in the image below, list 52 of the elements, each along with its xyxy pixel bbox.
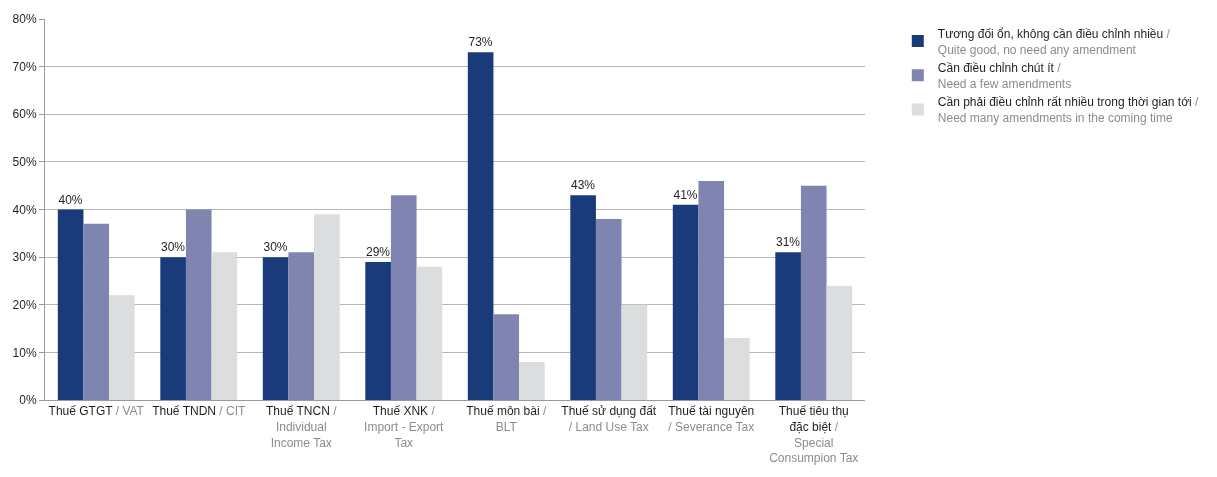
bar xyxy=(570,195,596,400)
bar xyxy=(621,304,648,400)
bar xyxy=(775,252,801,400)
bar xyxy=(390,195,417,400)
text: Tương đối ổn, không cần điều chỉnh nhiều / Quite good, no need any amendment xyxy=(937,26,1170,57)
bar xyxy=(211,252,238,400)
bar xyxy=(493,314,520,400)
bar xyxy=(698,180,725,400)
bar xyxy=(83,223,110,400)
bar xyxy=(519,361,545,400)
bar xyxy=(826,285,853,400)
bar xyxy=(262,257,289,400)
data-label: 41% xyxy=(673,187,698,202)
data-label: 30% xyxy=(160,240,186,255)
data-label: 43% xyxy=(570,178,596,193)
data-label: 29% xyxy=(365,244,391,259)
bar xyxy=(288,252,315,400)
bar xyxy=(109,295,135,400)
category-label: Thuế môn bài / BLT xyxy=(466,404,547,434)
y-tick-label: 30% xyxy=(12,250,37,265)
bar xyxy=(160,257,186,400)
y-tick-label: 40% xyxy=(12,202,37,217)
data-label: 73% xyxy=(468,35,493,50)
data-label: 31% xyxy=(775,235,801,250)
y-tick-label: 10% xyxy=(12,345,37,360)
y-tick-label: 60% xyxy=(12,107,37,122)
data-label: 40% xyxy=(58,192,83,207)
y-tick-label: 80% xyxy=(12,12,37,27)
y-tick-label: 70% xyxy=(12,59,37,74)
bar xyxy=(467,52,494,400)
bar xyxy=(416,266,443,400)
bar xyxy=(595,219,622,400)
bar xyxy=(724,338,750,400)
legend-label: Cần điều chỉnh chút ít / Need a few amendments xyxy=(937,61,1072,91)
y-tick-label: 20% xyxy=(12,297,37,312)
data-label: 30% xyxy=(263,240,288,255)
category-label: Thuế XNK / Import - Export Tax xyxy=(364,404,444,450)
category-label: Thuế tiêu thụ đặc biệt / Special Consumpion Tax xyxy=(769,404,859,466)
bar xyxy=(185,209,212,400)
category-label: Thuế tài nguyên / Severance Tax xyxy=(668,404,755,434)
x-tick-label: Thuế TNDN / CIT xyxy=(152,404,246,419)
x-tick-label: Thuế GTGT / VAT xyxy=(48,404,145,419)
bar xyxy=(57,209,84,400)
bar xyxy=(672,204,699,400)
y-tick-label: 0% xyxy=(19,393,37,408)
text: Cần phải điều chỉnh rất nhiều trong thời gian tới / Need many amendments in the coming time xyxy=(937,95,1199,125)
y-tick-label: 50% xyxy=(12,155,37,170)
bar xyxy=(314,214,340,400)
x-tick-label: Thuế TNCN / Individual Income Tax xyxy=(266,404,338,450)
bar xyxy=(365,261,391,400)
category-label: Thuế sử dụng đất / Land Use Tax xyxy=(561,404,657,434)
bar xyxy=(800,185,827,400)
